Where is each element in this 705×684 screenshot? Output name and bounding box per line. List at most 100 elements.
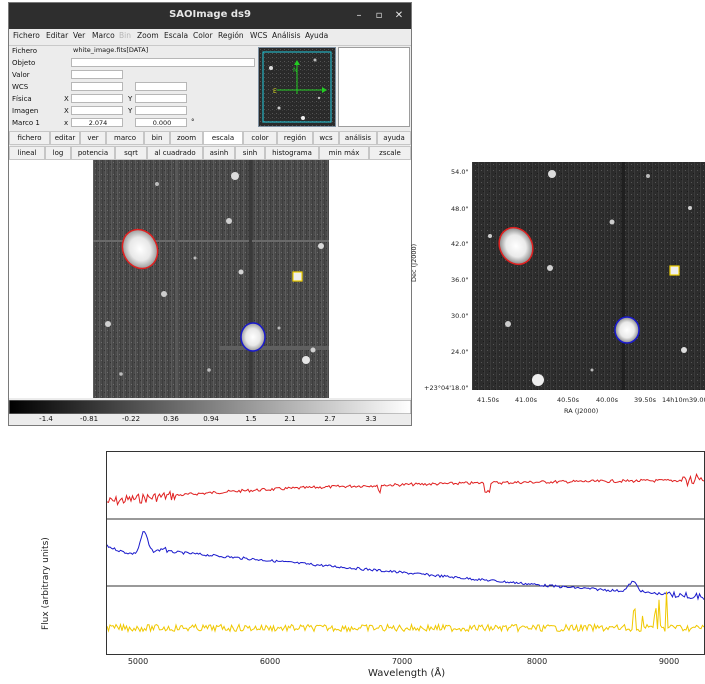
degree-symbol: °	[191, 118, 195, 126]
menu-marco[interactable]: Marco	[92, 31, 115, 40]
image-frame[interactable]	[9, 160, 411, 398]
spectra-xtick: 5000	[127, 657, 149, 666]
colorbar-gradient	[9, 399, 411, 415]
btn-log[interactable]: log	[45, 146, 71, 160]
btn-min-max[interactable]: min máx	[319, 146, 369, 160]
imagen-label: Imagen	[12, 107, 39, 115]
colorbar-tick: 2.7	[324, 415, 336, 423]
wcs-xlabel: RA (J2000)	[564, 407, 599, 415]
svg-text:N: N	[293, 67, 298, 74]
fisica-y-label: Y	[128, 95, 133, 103]
colorbar-tick: 0.94	[203, 415, 219, 423]
btn-marco[interactable]: marco	[106, 131, 144, 145]
imagen-x-label: X	[64, 107, 69, 115]
colorbar-tick: -1.4	[39, 415, 53, 423]
ra-tick: 39.50s	[634, 396, 656, 404]
wcs-x-field	[71, 82, 123, 91]
menu-zoom[interactable]: Zoom	[137, 31, 159, 40]
btn-asinh[interactable]: asinh	[203, 146, 235, 160]
menu-color[interactable]: Color	[193, 31, 213, 40]
zoom-x-label: x	[64, 119, 69, 127]
colorbar[interactable]	[9, 399, 411, 415]
btn-histograma[interactable]: histograma	[265, 146, 319, 160]
colorbar-ticks: -1.4 -0.81 -0.22 0.36 0.94 1.5 2.1 2.7 3…	[9, 413, 411, 425]
svg-text:E: E	[273, 88, 277, 95]
imagen-x-field	[71, 106, 123, 115]
colorbar-tick: 1.5	[245, 415, 257, 423]
menu-region[interactable]: Región	[218, 31, 244, 40]
menu-bin: Bin	[119, 31, 131, 40]
colorbar-tick: 2.1	[284, 415, 296, 423]
menu-analisis[interactable]: Análisis	[272, 31, 301, 40]
btn-color[interactable]: color	[243, 131, 277, 145]
menu-editar[interactable]: Editar	[46, 31, 69, 40]
btn-al-cuadrado[interactable]: al cuadrado	[147, 146, 203, 160]
menu-fichero[interactable]: Fichero	[13, 31, 40, 40]
fisica-label: Física	[12, 95, 32, 103]
button-bar-scale: lineal log potencia sqrt al cuadrado asi…	[9, 146, 411, 161]
menu-wcs[interactable]: WCS	[250, 31, 268, 40]
fisica-x-label: X	[64, 95, 69, 103]
ra-tick: 41.50s	[477, 396, 499, 404]
valor-field	[71, 70, 123, 79]
dec-tick: 30.0"	[451, 312, 469, 320]
fits-image	[93, 160, 329, 398]
objeto-label: Objeto	[12, 59, 36, 67]
fichero-label: Fichero	[12, 47, 38, 55]
ra-tick: 40.00s	[596, 396, 618, 404]
spectra-xtick: 6000	[259, 657, 281, 666]
colorbar-tick: -0.81	[79, 415, 99, 423]
objeto-field	[71, 58, 255, 67]
panner[interactable]: N E	[258, 47, 336, 127]
btn-wcs[interactable]: wcs	[313, 131, 339, 145]
ra-tick: 41.00s	[515, 396, 537, 404]
ra-tick: 40.50s	[557, 396, 579, 404]
angle-field: 0.000	[135, 118, 187, 127]
dec-tick: 54.0"	[451, 168, 469, 176]
btn-ver[interactable]: ver	[80, 131, 106, 145]
dec-tick: 42.0"	[451, 240, 469, 248]
spectra-xtick: 8000	[526, 657, 548, 666]
btn-sqrt[interactable]: sqrt	[115, 146, 147, 160]
btn-sinh[interactable]: sinh	[235, 146, 265, 160]
wcs-y-field	[135, 82, 187, 91]
imagen-y-label: Y	[128, 107, 133, 115]
btn-lineal[interactable]: lineal	[9, 146, 45, 160]
maximize-button[interactable]: ▫	[375, 10, 383, 21]
imagen-y-field	[135, 106, 187, 115]
window-title: SAOImage ds9	[169, 9, 251, 20]
close-button[interactable]: ✕	[394, 10, 404, 21]
btn-region[interactable]: región	[277, 131, 313, 145]
menu-ver[interactable]: Ver	[73, 31, 86, 40]
spectra-xtick: 7000	[391, 657, 413, 666]
spectrum-yellow	[107, 591, 704, 634]
btn-zoom[interactable]: zoom	[170, 131, 203, 145]
valor-label: Valor	[12, 71, 30, 79]
menu-ayuda[interactable]: Ayuda	[305, 31, 329, 40]
spectra-xtick: 9000	[658, 657, 680, 666]
btn-escala[interactable]: escala	[203, 131, 243, 145]
spectra-ylabel: Flux (arbitrary units)	[41, 537, 51, 630]
spectra-svg	[107, 472, 704, 634]
menu-escala[interactable]: Escala	[164, 31, 189, 40]
wcs-image-panel	[472, 162, 705, 390]
btn-analisis[interactable]: análisis	[339, 131, 377, 145]
btn-potencia[interactable]: potencia	[71, 146, 115, 160]
zoom-field: 2.074	[71, 118, 123, 127]
btn-zscale[interactable]: zscale	[369, 146, 411, 160]
btn-bin[interactable]: bin	[144, 131, 170, 145]
btn-editar[interactable]: editar	[50, 131, 80, 145]
wcs-image	[472, 162, 705, 390]
minimize-button[interactable]: –	[356, 10, 362, 21]
ds9-window: SAOImage ds9 – ▫ ✕ Fichero Editar Ver Ma…	[8, 2, 412, 426]
dec-tick: +23°04'18.0"	[424, 384, 469, 392]
wcs-ylabel: Dec (J2000)	[410, 243, 418, 282]
btn-fichero[interactable]: fichero	[9, 131, 50, 145]
spectra-xlabel: Wavelength (Å)	[368, 668, 446, 679]
wcs-label: WCS	[12, 83, 29, 91]
panner-thumbnail: N E	[259, 48, 335, 126]
btn-ayuda[interactable]: ayuda	[377, 131, 411, 145]
title-bar[interactable]: SAOImage ds9 – ▫ ✕	[9, 3, 411, 29]
colorbar-tick: 3.3	[365, 415, 377, 423]
spectrum-red	[107, 472, 704, 507]
